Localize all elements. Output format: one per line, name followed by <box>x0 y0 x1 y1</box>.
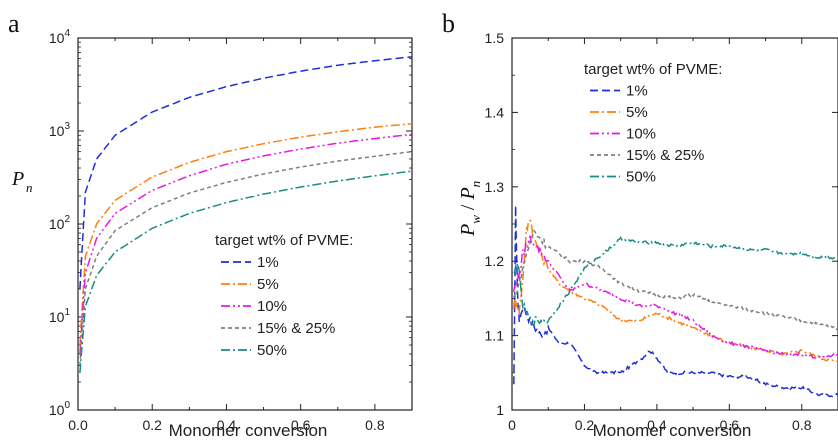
series-line-2 <box>513 218 838 363</box>
x-tick-label: 0.2 <box>575 417 595 433</box>
legend-entry-5: 50% <box>257 342 287 359</box>
legend-entry-3: 10% <box>257 298 287 315</box>
y-tick-label: 1.2 <box>485 253 505 269</box>
panel-a-letter: a <box>8 9 20 38</box>
x-tick-label: 0.2 <box>142 417 162 433</box>
legend-title: target wt% of PVME: <box>584 61 722 78</box>
panel-b-ylabel-main: Pw / Pn <box>457 181 483 237</box>
series-line-4 <box>513 229 838 331</box>
legend-entry-4: 15% & 25% <box>257 320 335 337</box>
y-tick-label: 101 <box>49 307 71 325</box>
series-group <box>513 205 838 398</box>
x-tick-label: 0.8 <box>792 417 812 433</box>
y-tick-base: 10 <box>49 30 65 46</box>
panel-b-letter: b <box>442 9 455 38</box>
x-tick-label: 0.4 <box>217 417 237 433</box>
panel-b-ylabel-p1: P <box>457 224 479 237</box>
series-line-5 <box>79 170 412 374</box>
x-tick-label: 0.6 <box>720 417 740 433</box>
y-tick-exp: 1 <box>64 307 70 318</box>
y-tick-label: 1.4 <box>485 104 505 120</box>
panel-a: a P n Monomer conversion 0.0 0.2 0.4 0.6 0.8… <box>8 9 413 440</box>
series-line-1 <box>513 205 838 398</box>
x-tick-label: 0.8 <box>365 417 385 433</box>
series-line-4 <box>79 150 412 366</box>
y-tick-label: 100 <box>49 400 71 418</box>
panel-b-plot-area: 0 0.2 0.4 0.6 0.8 1 1.1 1.2 1.3 1.4 1.5 <box>485 30 838 433</box>
legend-entry-1: 1% <box>626 83 648 100</box>
y-tick-base: 10 <box>49 216 65 232</box>
y-tick-label: 102 <box>49 214 71 232</box>
y-tick-label: 1.3 <box>485 179 505 195</box>
series-line-5 <box>513 236 838 326</box>
panel-b-ylabel-sep: / <box>457 200 479 216</box>
panel-b-legend: target wt% of PVME: 1% 5% 10% 15% & 25% 50% <box>584 61 722 186</box>
panel-a-ylabel: P n <box>11 168 33 195</box>
x-tick-label: 0 <box>508 417 516 433</box>
panel-b: b Pw / Pn Monomer conversion 0 0.2 0.4 0.6 0… <box>442 9 838 440</box>
panel-b-ylabel-p2: P <box>457 187 479 200</box>
y-tick-base: 10 <box>49 309 65 325</box>
y-tick-exp: 4 <box>64 28 70 39</box>
legend-entry-2: 5% <box>257 276 279 293</box>
legend-entry-4: 15% & 25% <box>626 147 704 164</box>
y-tick-label: 1.5 <box>485 30 505 46</box>
y-tick-base: 10 <box>49 402 65 418</box>
panel-a-ylabel-main: P <box>11 168 24 190</box>
y-tick-exp: 3 <box>64 121 70 132</box>
x-tick-label: 0.6 <box>291 417 311 433</box>
panel-a-legend: target wt% of PVME: 1% 5% 10% 15% & 25% 50% <box>215 232 353 359</box>
y-tick-label: 103 <box>49 121 71 139</box>
legend-title: target wt% of PVME: <box>215 232 353 249</box>
x-tick-label: 0.0 <box>68 417 88 433</box>
legend-entry-5: 50% <box>626 169 656 186</box>
series-line-1 <box>79 55 412 290</box>
y-tick-label: 1 <box>496 402 504 418</box>
panel-a-ylabel-sub: n <box>26 180 33 195</box>
series-line-2 <box>79 122 412 346</box>
y-tick-base: 10 <box>49 123 65 139</box>
plot-frame <box>77 37 413 411</box>
x-tick-label: 0.4 <box>647 417 667 433</box>
series-line-3 <box>513 235 838 359</box>
panel-b-xlabel: Monomer conversion <box>593 421 752 440</box>
plot-frame <box>511 37 838 411</box>
legend-entry-2: 5% <box>626 104 648 121</box>
panel-b-ylabel: Pw / Pn <box>457 181 483 237</box>
panel-a-xlabel: Monomer conversion <box>169 421 328 440</box>
y-tick-exp: 2 <box>64 214 70 225</box>
y-tick-label: 1.1 <box>485 328 505 344</box>
y-tick-exp: 0 <box>64 400 70 411</box>
series-group <box>79 55 412 374</box>
panel-b-ylabel-sub2: n <box>468 181 483 188</box>
panel-b-ylabel-sub1: w <box>468 215 483 224</box>
legend-entry-3: 10% <box>626 126 656 143</box>
legend-entry-1: 1% <box>257 254 279 271</box>
y-tick-label: 104 <box>49 28 71 46</box>
series-line-3 <box>79 133 412 355</box>
